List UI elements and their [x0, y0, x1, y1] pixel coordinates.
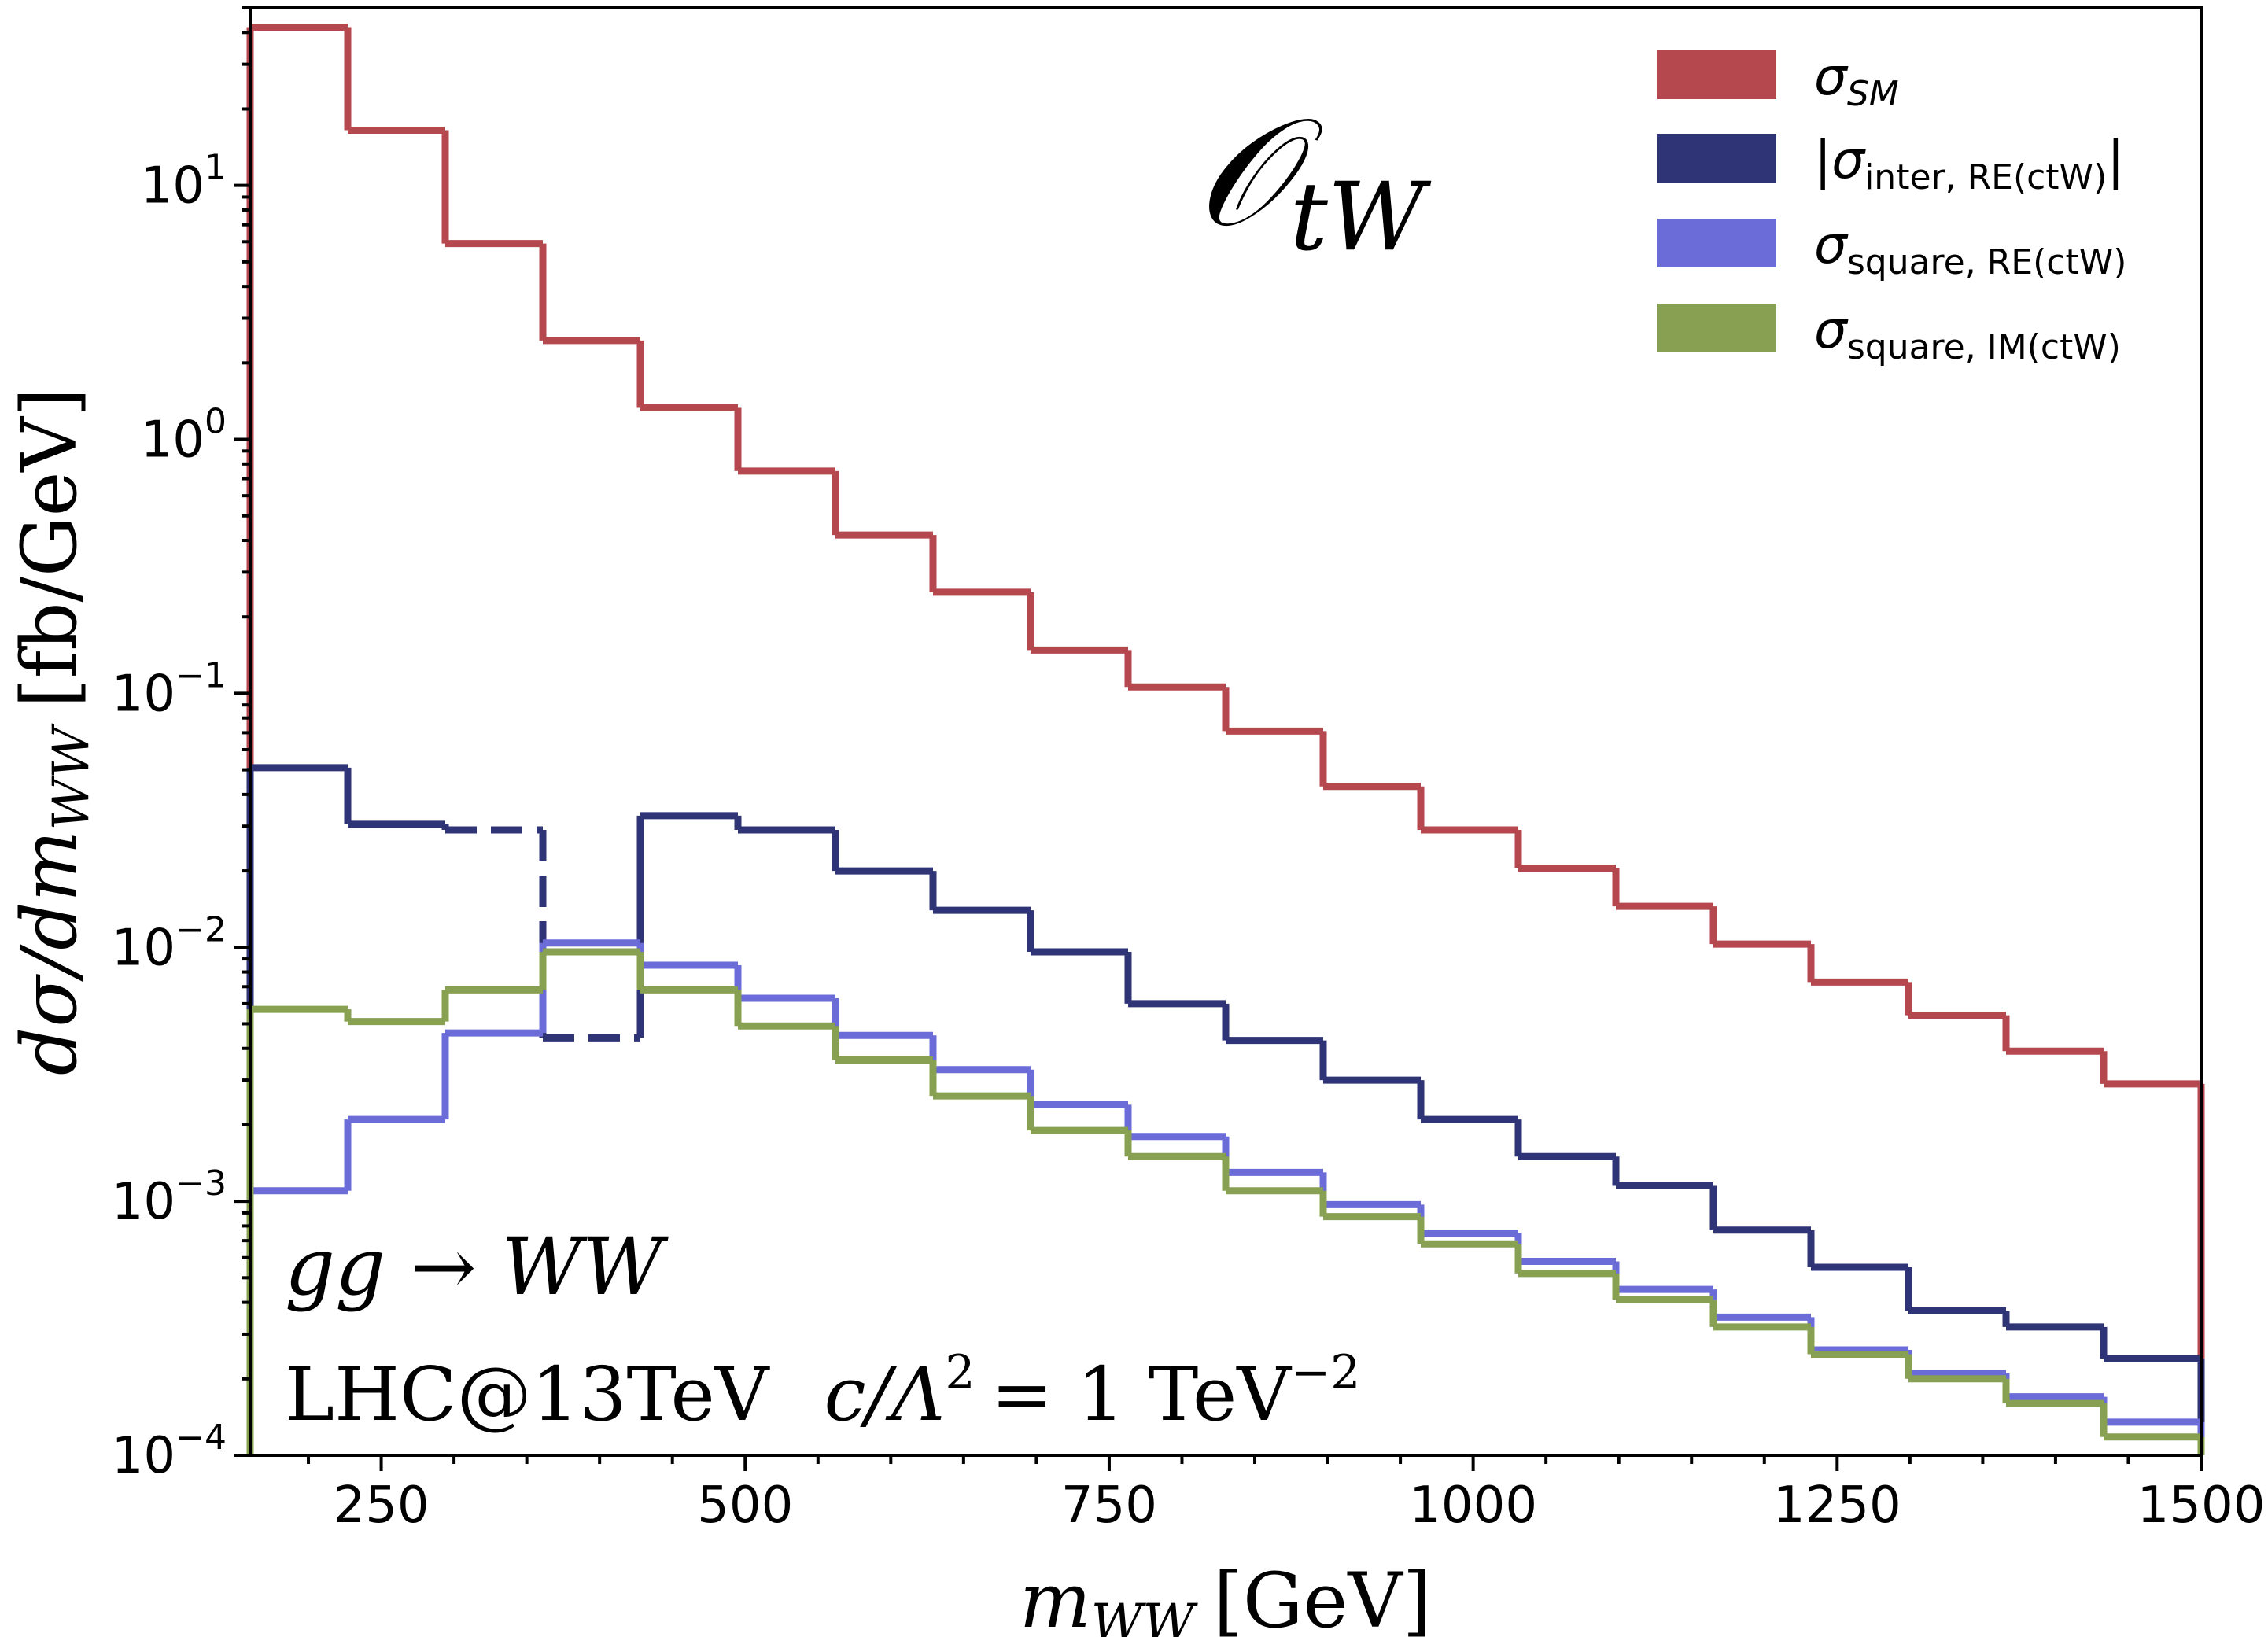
- process-annotation: gg → WW: [285, 1221, 669, 1313]
- y-tick-label: 10−4: [112, 1418, 227, 1485]
- setup-eq: = 1 TeV: [991, 1351, 1293, 1438]
- x-tick-label: 1500: [2137, 1477, 2266, 1535]
- legend-label-sm: σSM: [1814, 46, 1899, 114]
- x-tick-label: 750: [1061, 1477, 1157, 1535]
- y-axis-ticks: 10−4 10−3 10−2 10−1 100 101: [112, 6, 250, 1485]
- legend-swatch-inter: [1657, 134, 1776, 183]
- x-tick-label: 250: [333, 1477, 429, 1535]
- y-tick-label: 10−1: [112, 655, 227, 723]
- x-axis-label-sub: WW: [1091, 1594, 1199, 1637]
- y-tick-label: 100: [141, 402, 227, 470]
- y-axis-label-unit: [fb/GeV]: [6, 388, 94, 708]
- process-lhs: gg: [285, 1221, 385, 1313]
- legend-label-inter: |σinter, RE(ctW)|: [1814, 130, 2124, 197]
- y-axis-label-sub: WW: [42, 723, 101, 831]
- y-axis-label-main: dσ/dm: [6, 830, 94, 1075]
- legend-swatch-square-im: [1657, 304, 1776, 352]
- setup-coupling: c/Λ: [824, 1351, 946, 1438]
- x-axis-label: mWW [GeV]: [1020, 1557, 1432, 1637]
- y-tick-label: 101: [141, 148, 227, 216]
- x-tick-label: 1250: [1773, 1477, 1901, 1535]
- legend-label-square-im: σsquare, IM(ctW): [1814, 300, 2121, 367]
- process-arrow: →: [411, 1221, 477, 1313]
- y-axis-label: dσ/dmWW [fb/GeV]: [6, 388, 101, 1075]
- plot-title-sub: tW: [1290, 163, 1432, 272]
- process-rhs: WW: [501, 1221, 669, 1313]
- legend-swatch-sm: [1657, 50, 1776, 99]
- legend: σSM |σinter, RE(ctW)| σsquare, RE(ctW) σ…: [1657, 46, 2126, 367]
- legend-label-square-re: σsquare, RE(ctW): [1814, 215, 2126, 282]
- y-tick-label: 10−2: [112, 909, 227, 977]
- setup-sq: 2: [945, 1345, 975, 1400]
- legend-swatch-square-re: [1657, 219, 1776, 267]
- setup-annotation: LHC@13TeV c/Λ2 = 1 TeV−2: [285, 1345, 1360, 1438]
- x-tick-label: 1000: [1409, 1477, 1537, 1535]
- series-3: [246, 948, 2205, 1455]
- setup-collider: LHC@13TeV: [285, 1351, 770, 1438]
- x-axis-ticks: 250 500 750 1000 1250 1500: [307, 1455, 2266, 1535]
- x-axis-label-main: m: [1020, 1557, 1091, 1637]
- y-tick-label: 10−3: [112, 1163, 227, 1231]
- x-tick-label: 500: [697, 1477, 793, 1535]
- plot-title: 𝒪tW: [1196, 86, 1432, 272]
- setup-exp: −2: [1291, 1345, 1360, 1400]
- x-axis-label-unit: [GeV]: [1213, 1557, 1432, 1637]
